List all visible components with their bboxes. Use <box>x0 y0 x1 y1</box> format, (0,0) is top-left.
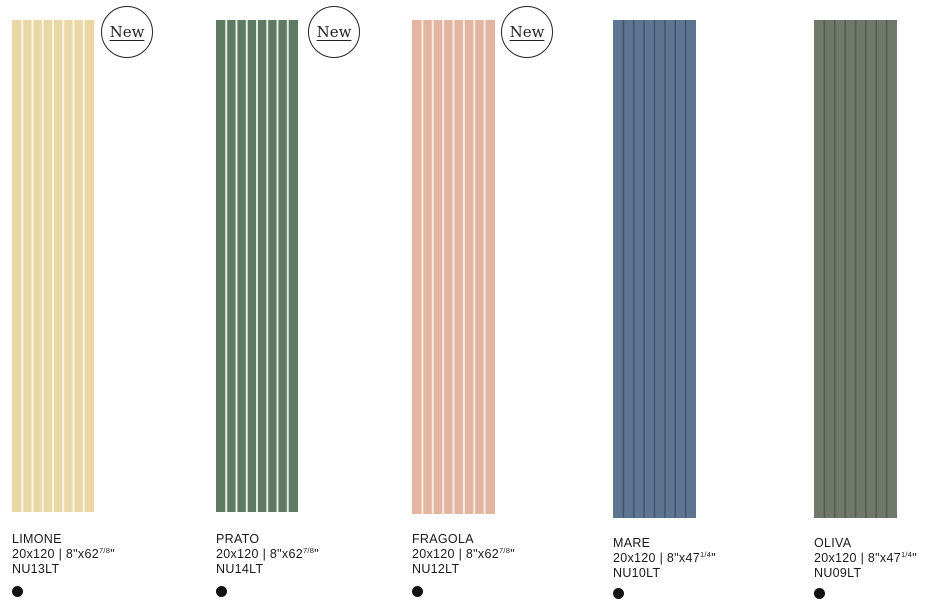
product-info: FRAGOLA 20x120 | 8"x627/8" NU12LT <box>412 532 515 577</box>
tile-swatch[interactable] <box>814 20 897 518</box>
product-size: 20x120 | 8"x471/4" <box>814 550 918 565</box>
product-info: OLIVA 20x120 | 8"x471/4" NU09LT <box>814 536 917 581</box>
new-badge: New <box>101 6 153 58</box>
product-info: PRATO 20x120 | 8"x627/8" NU14LT <box>216 532 319 577</box>
product-code: NU12LT <box>412 562 460 576</box>
color-dot[interactable] <box>814 588 825 599</box>
product-code: NU10LT <box>613 566 661 580</box>
product-size: 20x120 | 8"x627/8" <box>12 546 116 561</box>
product-name[interactable]: MARE <box>613 536 651 550</box>
product-code: NU09LT <box>814 566 862 580</box>
tile-swatch[interactable] <box>613 20 696 518</box>
new-badge: New <box>501 6 553 58</box>
tile-swatch[interactable] <box>12 20 94 512</box>
color-dot[interactable] <box>216 586 227 597</box>
color-dot[interactable] <box>12 586 23 597</box>
new-badge: New <box>308 6 360 58</box>
color-dot[interactable] <box>412 586 423 597</box>
product-name[interactable]: PRATO <box>216 532 260 546</box>
color-dot[interactable] <box>613 588 624 599</box>
product-size: 20x120 | 8"x627/8" <box>216 546 320 561</box>
product-name[interactable]: FRAGOLA <box>412 532 474 546</box>
product-code: NU14LT <box>216 562 264 576</box>
tile-swatch[interactable] <box>216 20 298 512</box>
product-info: LIMONE 20x120 | 8"x627/8" NU13LT <box>12 532 115 577</box>
product-code: NU13LT <box>12 562 60 576</box>
product-size: 20x120 | 8"x471/4" <box>613 550 717 565</box>
product-info: MARE 20x120 | 8"x471/4" NU10LT <box>613 536 716 581</box>
product-size: 20x120 | 8"x627/8" <box>412 546 516 561</box>
product-name[interactable]: LIMONE <box>12 532 62 546</box>
product-name[interactable]: OLIVA <box>814 536 852 550</box>
tile-swatch[interactable] <box>412 20 495 514</box>
